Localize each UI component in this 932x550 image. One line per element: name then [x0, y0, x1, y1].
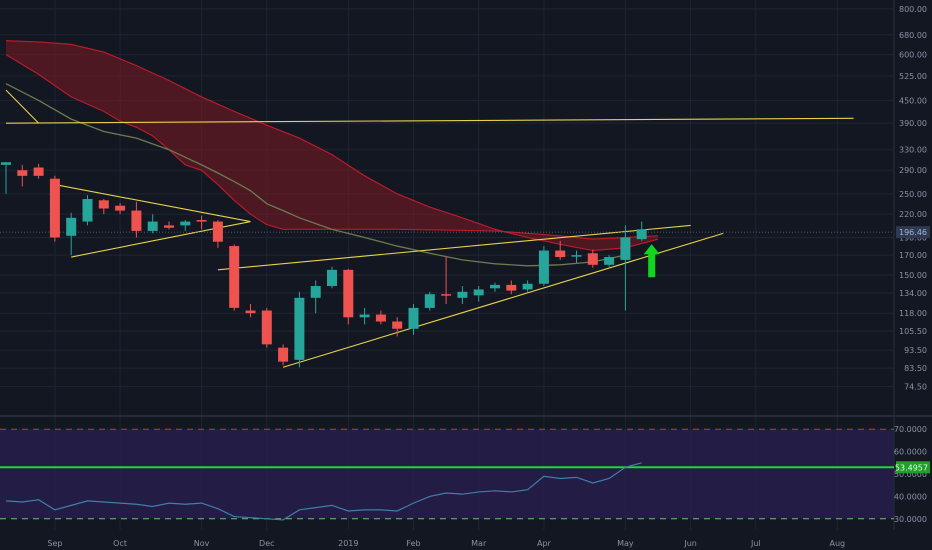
candle-body — [555, 250, 566, 258]
last-price-label: 196.46 — [899, 228, 927, 237]
cloud-upper-line — [5, 40, 659, 252]
moving-average — [5, 83, 626, 267]
rsi-value-badge — [896, 461, 930, 474]
time-tick-label: Aug — [829, 539, 845, 548]
candle-body — [261, 310, 272, 345]
candle-body — [294, 297, 305, 360]
signal-arrow — [643, 244, 660, 278]
candle-body — [473, 289, 484, 296]
trendline-wedge-upper — [217, 224, 691, 271]
rsi-tick-label: 30.0000 — [894, 515, 927, 524]
candle-body — [457, 291, 468, 298]
rsi-line — [5, 462, 642, 521]
time-tick-label: Mar — [471, 539, 487, 548]
time-tick-label: May — [617, 539, 634, 548]
candle-body — [359, 314, 370, 318]
price-tick-label: 150.00 — [899, 271, 927, 280]
price-tick-label: 105.50 — [899, 327, 927, 336]
price-tick-label: 118.00 — [899, 309, 927, 318]
candle-body — [620, 237, 631, 260]
candle-body — [408, 307, 419, 329]
candle-body — [147, 221, 158, 231]
price-tick-label: 134.00 — [899, 289, 927, 298]
time-tick-label: Nov — [194, 539, 210, 548]
price-tick-label: 390.00 — [899, 119, 927, 128]
rsi-tick-label: 50.0000 — [894, 470, 927, 479]
price-tick-label: 525.00 — [899, 72, 927, 81]
candle-body — [424, 294, 435, 308]
candle-body — [636, 229, 647, 240]
candle-body — [164, 225, 174, 228]
candle-body — [115, 205, 126, 211]
candle-body — [343, 269, 354, 318]
time-tick-label: Jul — [750, 539, 761, 548]
time-tick-label: Sep — [47, 539, 62, 548]
candle-body — [66, 217, 77, 236]
price-tick-label: 83.50 — [904, 364, 927, 373]
candle-body — [604, 257, 615, 265]
price-tick-label: 290.00 — [899, 166, 927, 175]
candle-body — [1, 162, 11, 165]
price-tick-label: 250.00 — [899, 190, 927, 199]
candle-body — [278, 347, 289, 362]
price-tick-label: 600.00 — [899, 51, 927, 60]
price-tick-label: 680.00 — [899, 31, 927, 40]
time-tick-label: Jun — [683, 539, 697, 548]
time-tick-label: Oct — [113, 539, 127, 548]
trendline-triangle-upper — [54, 184, 251, 223]
up-arrow-icon — [643, 244, 660, 278]
rsi-band — [0, 429, 894, 519]
last-price-badge — [896, 226, 930, 239]
candle-body — [327, 269, 337, 287]
candle-body — [82, 199, 93, 222]
axes: 800.00 680.00 600.00 525.00 450.00 390.00 330.… — [47, 5, 930, 548]
trendlines — [0, 89, 894, 368]
candle-body — [506, 284, 517, 291]
rsi-panel — [0, 428, 894, 521]
candle-body — [49, 178, 60, 238]
candle-body — [441, 294, 452, 296]
rsi-value-label: 53.4957 — [895, 463, 928, 472]
time-tick-label: 2019 — [338, 539, 358, 548]
time-tick-label: Dec — [259, 539, 274, 548]
rsi-tick-label: 40.0000 — [894, 492, 927, 501]
price-tick-label: 330.00 — [899, 146, 927, 155]
candle-body — [33, 167, 44, 176]
candle-body — [17, 170, 28, 176]
time-tick-label: Apr — [537, 539, 552, 548]
time-tick-label: Feb — [406, 539, 420, 548]
candlesticks — [1, 162, 647, 368]
candle-body — [131, 210, 142, 231]
price-tick-label: 74.50 — [904, 382, 927, 391]
candle-body — [490, 284, 500, 289]
candle-body — [180, 221, 191, 226]
candle-body — [522, 283, 533, 290]
rsi-tick-label: 60.0000 — [894, 448, 927, 457]
candle-body — [212, 221, 223, 242]
price-tick-label: 170.00 — [899, 251, 927, 260]
candle-body — [196, 220, 207, 222]
candle-body — [375, 314, 386, 322]
price-tick-label: 220.00 — [899, 210, 927, 219]
cloud-area — [6, 40, 658, 251]
candle-body — [392, 321, 403, 329]
candle-body — [245, 310, 256, 314]
candle-body — [98, 200, 109, 209]
cloud-lower-line — [5, 54, 659, 240]
trendline-horizontal-resistance — [5, 117, 854, 124]
candle-body — [587, 253, 598, 265]
moving-average-line — [5, 83, 626, 267]
price-tick-label: 93.50 — [904, 346, 927, 355]
ichimoku-cloud — [5, 40, 659, 252]
price-tick-label: 800.00 — [899, 5, 927, 14]
candle-body — [538, 250, 549, 284]
price-tick-label: 450.00 — [899, 96, 927, 105]
trendline-early-downtrend — [5, 89, 39, 124]
candle-body — [310, 286, 321, 298]
candle-body — [229, 246, 240, 308]
candle-body — [571, 255, 582, 257]
rsi-tick-label: 70.0000 — [894, 425, 927, 434]
